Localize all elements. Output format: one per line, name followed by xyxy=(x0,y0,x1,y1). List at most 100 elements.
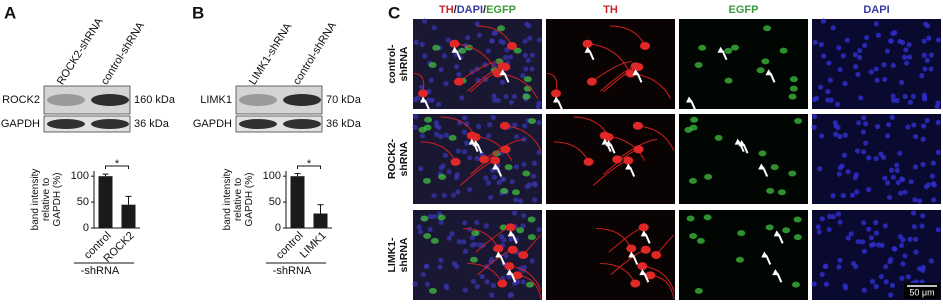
nucleus xyxy=(521,264,527,270)
nucleus xyxy=(485,180,492,186)
nucleus xyxy=(531,181,537,187)
nucleus xyxy=(453,174,460,181)
egfp-cell xyxy=(525,281,534,288)
nucleus xyxy=(912,197,918,203)
neurite xyxy=(458,61,499,83)
nucleus xyxy=(874,77,880,83)
nucleus xyxy=(897,150,903,156)
nucleus xyxy=(861,115,867,121)
egfp-cell xyxy=(516,227,525,234)
nucleus xyxy=(522,38,528,44)
micrograph-panel xyxy=(679,114,808,204)
egfp-cell xyxy=(724,77,733,84)
nucleus xyxy=(854,189,860,195)
nucleus xyxy=(483,223,489,229)
column-header-part: DAPI xyxy=(863,4,889,16)
arrow-head xyxy=(772,269,780,276)
nucleus xyxy=(830,213,836,220)
egfp-cell xyxy=(424,116,433,123)
nucleus xyxy=(924,117,930,124)
column-header-part: EGFP xyxy=(486,4,516,16)
row-label: ROCK2-shRNA xyxy=(386,138,410,179)
nucleus xyxy=(527,35,533,41)
nucleus xyxy=(475,123,482,130)
nucleus xyxy=(440,163,446,169)
nucleus xyxy=(852,174,859,181)
row-label-line: shRNA xyxy=(398,237,410,272)
nucleus xyxy=(890,62,896,68)
nucleus xyxy=(490,282,496,288)
nucleus xyxy=(911,224,917,230)
nucleus xyxy=(882,175,888,181)
y-tick-label: 0 xyxy=(275,222,281,234)
th-neuron xyxy=(453,77,464,86)
micrograph-panel xyxy=(546,19,675,110)
nucleus xyxy=(522,123,528,129)
band-name: GAPDH xyxy=(193,118,232,130)
row-label-line: ROCK2- xyxy=(386,138,398,179)
blot-strip xyxy=(235,115,323,133)
nucleus xyxy=(503,54,509,60)
egfp-cell xyxy=(688,177,697,184)
egfp-cell xyxy=(689,232,698,239)
th-neuron xyxy=(507,41,518,50)
neurite xyxy=(616,138,658,160)
nucleus xyxy=(445,37,451,43)
th-neuron xyxy=(633,145,644,154)
nucleus xyxy=(477,242,483,248)
nucleus xyxy=(902,93,908,100)
nucleus xyxy=(876,242,882,248)
egfp-cell xyxy=(513,47,522,54)
nucleus xyxy=(513,164,520,170)
nucleus xyxy=(459,95,465,101)
nucleus xyxy=(881,62,887,68)
nucleus xyxy=(903,47,909,53)
nucleus xyxy=(913,133,919,140)
nucleus xyxy=(525,57,531,63)
y-tick-label: 50 xyxy=(269,196,281,208)
nucleus xyxy=(888,38,894,44)
micrograph-background xyxy=(679,114,808,204)
nucleus xyxy=(921,52,927,58)
nucleus xyxy=(835,211,842,217)
nucleus xyxy=(536,149,542,155)
nucleus xyxy=(496,179,502,186)
nucleus xyxy=(826,60,832,66)
th-neuron xyxy=(505,223,516,232)
significance-bracket xyxy=(105,165,129,169)
egfp-cell xyxy=(698,44,707,51)
nucleus xyxy=(830,25,836,31)
micrograph-panel xyxy=(412,210,542,300)
egfp-cell xyxy=(504,164,513,171)
nucleus xyxy=(536,119,542,126)
bar xyxy=(313,213,328,228)
nucleus xyxy=(827,213,833,220)
nucleus xyxy=(415,95,421,102)
nucleus xyxy=(512,122,518,128)
egfp-cell xyxy=(499,224,508,231)
row-label-line: LIMK1- xyxy=(386,237,398,273)
nucleus xyxy=(536,37,543,43)
nucleus xyxy=(486,133,492,139)
nucleus xyxy=(438,133,444,140)
arrow-head xyxy=(632,69,640,76)
egfp-cell xyxy=(788,170,797,177)
nucleus xyxy=(817,84,824,90)
egfp-cell xyxy=(522,93,531,100)
nucleus xyxy=(819,133,825,139)
nucleus xyxy=(438,257,444,263)
nucleus xyxy=(891,246,897,252)
nucleus xyxy=(884,48,890,54)
nucleus xyxy=(506,274,513,280)
nucleus xyxy=(467,186,473,193)
column-header-part: DAPI xyxy=(457,4,483,16)
arrow-head xyxy=(761,251,769,258)
th-neuron xyxy=(651,251,662,260)
nucleus xyxy=(873,66,879,72)
nucleus xyxy=(490,114,496,120)
nucleus xyxy=(920,161,926,168)
nucleus xyxy=(861,149,867,155)
nucleus xyxy=(493,30,499,36)
neurite xyxy=(591,61,632,83)
